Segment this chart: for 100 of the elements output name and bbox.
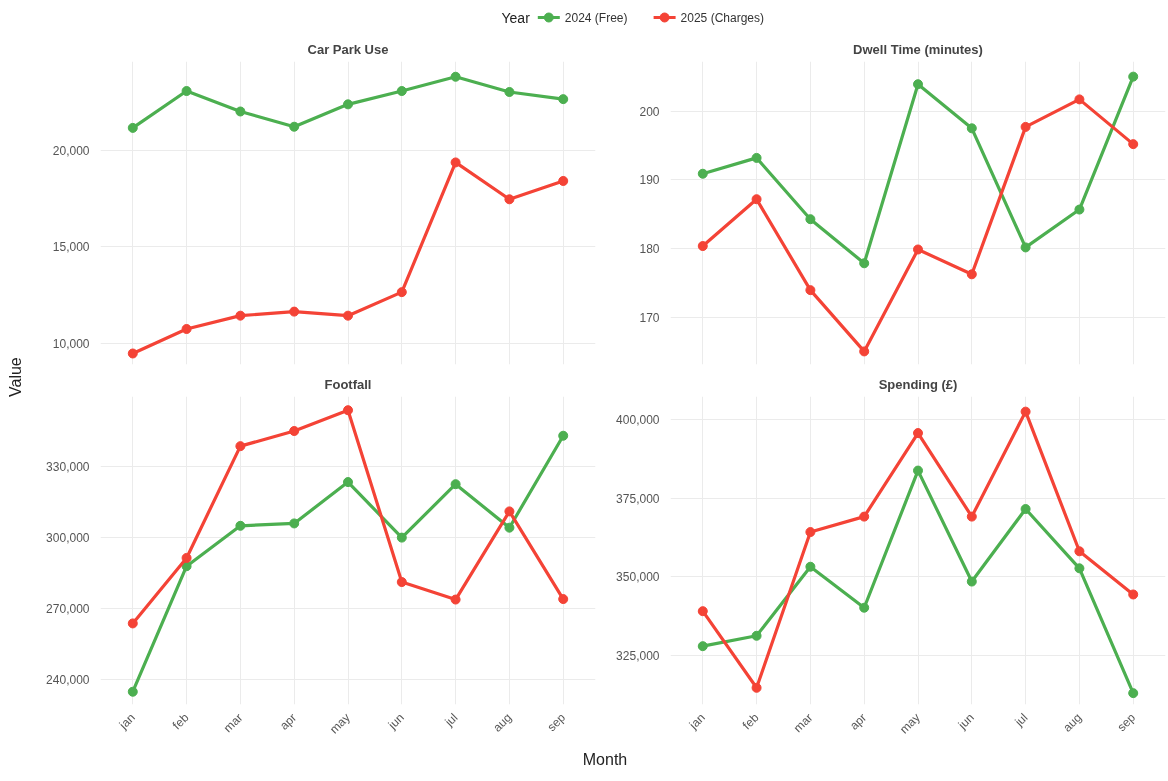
point: [1074, 94, 1085, 105]
x-tick-label: aug: [1060, 710, 1085, 735]
x-tick-label: feb: [169, 710, 192, 733]
point: [396, 577, 407, 588]
chart-title: Spending (£): [878, 376, 958, 392]
point: [697, 241, 708, 252]
x-tick-label: may: [327, 710, 353, 737]
point: [859, 511, 870, 522]
point: [1020, 121, 1031, 132]
chart-title: Dwell Time (minutes): [853, 41, 983, 57]
x-tick-label: feb: [739, 710, 762, 733]
point: [289, 426, 300, 436]
point: [859, 258, 870, 269]
y-tick-label: 200: [639, 104, 660, 119]
x-tick-label: mar: [220, 710, 246, 736]
point: [127, 618, 138, 629]
point: [1020, 504, 1031, 515]
point: [396, 86, 407, 97]
y-tick-label: 330,000: [46, 460, 90, 475]
x-tick-label: jun: [384, 710, 407, 733]
legend-label: 2024 (Free): [564, 10, 628, 25]
y-tick-label: 190: [639, 173, 660, 188]
point: [751, 682, 762, 693]
point: [1128, 71, 1139, 82]
x-tick-label: jun: [954, 710, 977, 733]
y-tick-label: 240,000: [46, 672, 90, 687]
x-tick-label: aug: [490, 710, 515, 735]
point: [235, 310, 246, 321]
point: [181, 324, 192, 334]
point: [289, 518, 300, 529]
point: [913, 428, 923, 439]
x-tick-label: jan: [115, 710, 138, 733]
point: [343, 99, 353, 110]
point: [235, 520, 246, 531]
point: [235, 106, 246, 117]
point: [127, 686, 138, 697]
point: [697, 606, 708, 617]
y-tick-label: 15,000: [52, 240, 90, 255]
x-tick-label: mar: [790, 710, 816, 736]
point: [235, 441, 246, 452]
point: [913, 79, 923, 90]
point: [1128, 139, 1139, 150]
point: [558, 430, 569, 441]
x-axis-title: Month: [582, 750, 628, 770]
point: [966, 269, 977, 280]
x-tick-label: sep: [1114, 710, 1139, 735]
point: [966, 576, 977, 587]
point: [805, 214, 816, 225]
point: [913, 465, 923, 476]
point: [859, 346, 870, 357]
y-tick-label: 350,000: [616, 570, 660, 585]
x-tick-label: apr: [846, 710, 870, 733]
point: [966, 511, 977, 522]
chart-title: Car Park Use: [307, 41, 389, 57]
point: [343, 477, 353, 488]
y-tick-label: 180: [639, 242, 660, 257]
point: [396, 532, 407, 543]
point: [504, 87, 515, 97]
x-tick-label: jul: [1011, 710, 1031, 730]
chart-title: Footfall: [324, 376, 372, 392]
x-tick-label: may: [897, 710, 923, 737]
y-tick-label: 300,000: [46, 531, 90, 546]
point: [396, 287, 407, 298]
point: [805, 527, 816, 538]
y-tick-label: 20,000: [52, 143, 90, 158]
point: [450, 71, 461, 82]
point: [1020, 242, 1031, 253]
point: [289, 121, 300, 132]
point: [450, 157, 461, 168]
point: [859, 602, 870, 613]
point: [697, 168, 708, 179]
point: [913, 244, 923, 255]
y-tick-label: 270,000: [46, 602, 90, 617]
point: [805, 285, 816, 296]
point: [504, 506, 515, 517]
point: [504, 522, 515, 533]
point: [127, 348, 138, 359]
point: [181, 552, 192, 563]
legend-label: 2025 (Charges): [680, 10, 764, 25]
point: [966, 123, 977, 134]
y-tick-label: 375,000: [616, 491, 660, 506]
point: [450, 594, 461, 605]
point: [558, 594, 569, 605]
y-tick-label: 400,000: [616, 412, 660, 427]
y-axis-title: Value: [6, 357, 25, 398]
y-tick-label: 170: [639, 311, 660, 326]
legend-title: Year: [501, 9, 531, 26]
point: [558, 94, 569, 105]
point: [1074, 546, 1085, 557]
x-tick-label: apr: [276, 710, 300, 733]
y-tick-label: 325,000: [616, 649, 660, 664]
point: [127, 122, 138, 133]
point: [181, 86, 192, 97]
point: [289, 306, 300, 317]
point: [1128, 688, 1139, 699]
point: [751, 152, 762, 163]
point: [558, 175, 569, 186]
point: [751, 194, 762, 205]
x-tick-label: jul: [441, 710, 461, 730]
point: [504, 194, 515, 205]
